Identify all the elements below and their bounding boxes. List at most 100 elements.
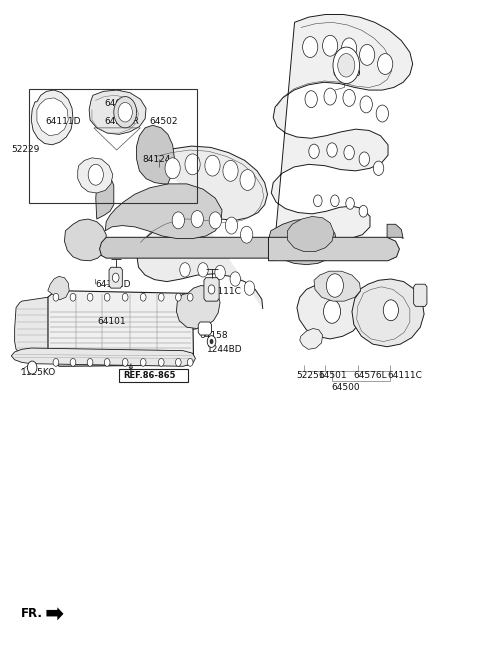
Circle shape [158, 293, 164, 301]
Circle shape [344, 145, 354, 160]
Circle shape [104, 293, 110, 301]
Polygon shape [48, 290, 193, 367]
Text: 1125KO: 1125KO [21, 369, 56, 377]
Circle shape [309, 144, 319, 158]
Circle shape [223, 160, 238, 181]
Text: REF.86-865: REF.86-865 [123, 371, 176, 380]
Circle shape [176, 359, 181, 367]
Circle shape [87, 359, 93, 367]
Circle shape [172, 212, 184, 229]
Circle shape [343, 89, 355, 106]
Polygon shape [99, 237, 278, 258]
Circle shape [70, 293, 76, 301]
Circle shape [327, 143, 337, 157]
Circle shape [176, 293, 181, 301]
Text: 64158: 64158 [200, 330, 228, 340]
Circle shape [210, 339, 214, 344]
Circle shape [302, 37, 318, 58]
Text: 64576L: 64576L [353, 371, 386, 380]
Text: 64600: 64600 [105, 99, 133, 108]
Circle shape [207, 336, 216, 348]
Polygon shape [48, 277, 69, 300]
Text: 64300: 64300 [333, 68, 361, 78]
Circle shape [122, 359, 128, 367]
Polygon shape [109, 267, 122, 288]
Polygon shape [387, 224, 403, 238]
Circle shape [53, 293, 59, 301]
Polygon shape [31, 90, 73, 145]
Circle shape [118, 102, 132, 122]
Circle shape [187, 293, 193, 301]
Circle shape [158, 359, 164, 367]
Polygon shape [269, 219, 337, 265]
Polygon shape [177, 286, 220, 328]
Polygon shape [12, 348, 195, 367]
Polygon shape [137, 146, 267, 309]
Circle shape [360, 45, 375, 65]
Circle shape [324, 88, 336, 105]
Circle shape [378, 54, 393, 74]
Polygon shape [271, 14, 413, 261]
Circle shape [122, 293, 128, 301]
Polygon shape [288, 216, 334, 252]
Circle shape [140, 359, 146, 367]
Bar [29, 89, 197, 204]
Circle shape [338, 54, 355, 77]
Polygon shape [137, 125, 175, 184]
Circle shape [359, 152, 370, 166]
Text: 64111D: 64111D [46, 117, 81, 126]
Circle shape [104, 359, 110, 367]
Text: 52251: 52251 [296, 371, 324, 380]
Circle shape [191, 211, 204, 227]
Circle shape [27, 361, 37, 374]
Text: FR.: FR. [21, 607, 43, 620]
Circle shape [342, 38, 357, 59]
Text: 64101: 64101 [97, 317, 126, 327]
Circle shape [180, 263, 190, 277]
Circle shape [70, 359, 76, 367]
Polygon shape [314, 271, 360, 301]
Polygon shape [414, 284, 427, 306]
Circle shape [240, 170, 255, 191]
Circle shape [215, 265, 225, 280]
Circle shape [240, 226, 253, 243]
Polygon shape [14, 297, 48, 359]
Circle shape [208, 285, 215, 294]
Polygon shape [198, 322, 212, 335]
Polygon shape [78, 158, 113, 193]
Text: 64111C: 64111C [387, 371, 422, 380]
Polygon shape [268, 237, 399, 261]
Circle shape [187, 359, 193, 367]
Text: 64502: 64502 [150, 117, 179, 126]
Text: 64576R: 64576R [105, 117, 140, 126]
Circle shape [88, 164, 103, 185]
Circle shape [225, 217, 238, 234]
Circle shape [205, 155, 220, 176]
Circle shape [87, 293, 93, 301]
Circle shape [360, 96, 372, 113]
Text: 84124: 84124 [143, 154, 171, 164]
Polygon shape [352, 279, 424, 347]
Circle shape [359, 206, 368, 217]
Circle shape [323, 35, 338, 57]
Polygon shape [297, 283, 363, 339]
Polygon shape [89, 90, 146, 135]
Text: 52229: 52229 [12, 145, 40, 154]
Circle shape [324, 300, 341, 323]
Circle shape [331, 195, 339, 207]
Circle shape [313, 195, 322, 207]
Circle shape [326, 274, 343, 297]
Circle shape [53, 359, 59, 367]
Polygon shape [96, 176, 114, 219]
Circle shape [114, 97, 137, 128]
Circle shape [373, 161, 384, 175]
Circle shape [230, 272, 240, 286]
Circle shape [112, 273, 119, 283]
Circle shape [305, 91, 317, 108]
Text: REF.86-865: REF.86-865 [126, 372, 182, 380]
Circle shape [384, 300, 398, 321]
Polygon shape [204, 278, 219, 301]
Circle shape [376, 105, 388, 122]
FancyBboxPatch shape [120, 369, 188, 382]
Polygon shape [300, 328, 323, 350]
